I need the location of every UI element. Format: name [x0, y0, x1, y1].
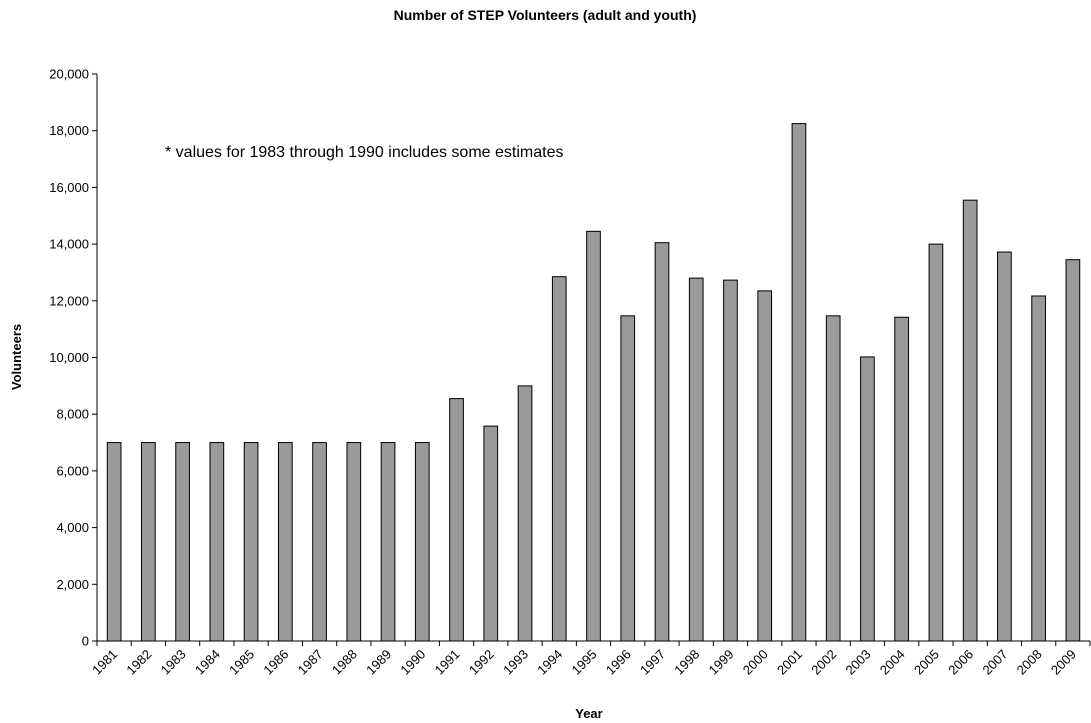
bar-1992: [483, 425, 499, 642]
bar-1986: [277, 442, 293, 642]
bar-1994: [551, 276, 567, 642]
bar-1984: [209, 442, 225, 642]
x-tick-label: 2007: [979, 647, 1010, 678]
bar-2004: [894, 316, 910, 642]
bar-1995: [586, 230, 601, 642]
x-tick-label: 1981: [89, 647, 120, 678]
bar-1982: [141, 442, 156, 642]
bar-1987: [312, 442, 327, 642]
estimate-annotation: * values for 1983 through 1990 includes …: [165, 144, 563, 161]
x-tick-label: 2005: [911, 647, 942, 678]
x-tick-label: 1990: [397, 647, 428, 678]
x-tick-label: 1989: [363, 647, 394, 678]
y-tick-label: 0: [82, 634, 89, 649]
bar-2008: [1031, 295, 1046, 642]
bar-2007: [997, 251, 1012, 642]
x-tick-label: 2002: [808, 647, 839, 678]
y-tick-label: 18,000: [49, 123, 89, 138]
x-axis: 1981 1982 1983 1984 1985 1986 1987 1988 1989 1990…: [89, 640, 1091, 678]
x-tick-label: 1999: [706, 647, 737, 678]
x-tick-label: 2008: [1014, 647, 1045, 678]
bar-1983: [175, 442, 190, 642]
x-tick-label: 1986: [260, 647, 291, 678]
bar-1993: [517, 385, 533, 642]
y-tick-label: 16,000: [49, 180, 89, 195]
bar-1991: [449, 398, 464, 642]
y-tick-label: 4,000: [56, 520, 89, 535]
x-tick-label: 2000: [740, 647, 771, 678]
bar-1981: [106, 442, 122, 642]
x-tick-label: 2004: [877, 647, 908, 678]
bar-2001: [791, 123, 807, 642]
y-tick-label: 12,000: [49, 293, 89, 308]
bar-1998: [688, 277, 704, 642]
x-tick-label: 1992: [466, 647, 497, 678]
bars: [106, 123, 1081, 642]
y-tick-label: 6,000: [56, 463, 89, 478]
y-tick-label: 20,000: [49, 67, 89, 82]
bar-2005: [928, 243, 944, 642]
x-tick-label: 1996: [603, 647, 634, 678]
bar-2003: [860, 356, 875, 642]
y-tick-label: 14,000: [49, 237, 89, 252]
bar-1988: [346, 442, 362, 642]
x-tick-label: 1997: [637, 647, 668, 678]
y-axis-label: Volunteers: [9, 324, 24, 390]
y-tick-label: 8,000: [56, 407, 89, 422]
bar-2006: [962, 199, 978, 642]
bar-1989: [380, 442, 396, 642]
x-axis-label: Year: [575, 706, 602, 721]
bar-1985: [243, 442, 259, 642]
x-tick-label: 1984: [192, 647, 223, 678]
x-tick-label: 1983: [158, 647, 189, 678]
x-tick-label: 1988: [329, 647, 360, 678]
x-tick-label: 1987: [295, 647, 326, 678]
x-tick-label: 2003: [842, 647, 873, 678]
bar-2000: [757, 290, 773, 642]
y-tick-label: 2,000: [56, 577, 89, 592]
bar-1990: [414, 442, 430, 642]
x-tick-label: 2001: [774, 647, 805, 678]
x-tick-label: 1994: [534, 647, 565, 678]
y-tick-label: 10,000: [49, 350, 89, 365]
y-axis: 0 2,000 4,000 6,000 8,000 10,000 12,000 14,000 1…: [49, 67, 98, 649]
x-tick-label: 2006: [945, 647, 976, 678]
x-tick-label: 2009: [1048, 647, 1079, 678]
bar-1999: [723, 279, 738, 642]
chart-title: Number of STEP Volunteers (adult and you…: [394, 7, 697, 23]
x-tick-label: 1993: [500, 647, 531, 678]
bar-2009: [1065, 259, 1081, 642]
x-tick-label: 1985: [226, 647, 257, 678]
x-tick-label: 1998: [671, 647, 702, 678]
bar-1996: [620, 315, 636, 642]
x-tick-label: 1995: [569, 647, 600, 678]
x-tick-label: 1991: [432, 647, 463, 678]
x-tick-label: 1982: [123, 647, 154, 678]
bar-2002: [825, 315, 841, 642]
bar-1997: [654, 242, 670, 642]
